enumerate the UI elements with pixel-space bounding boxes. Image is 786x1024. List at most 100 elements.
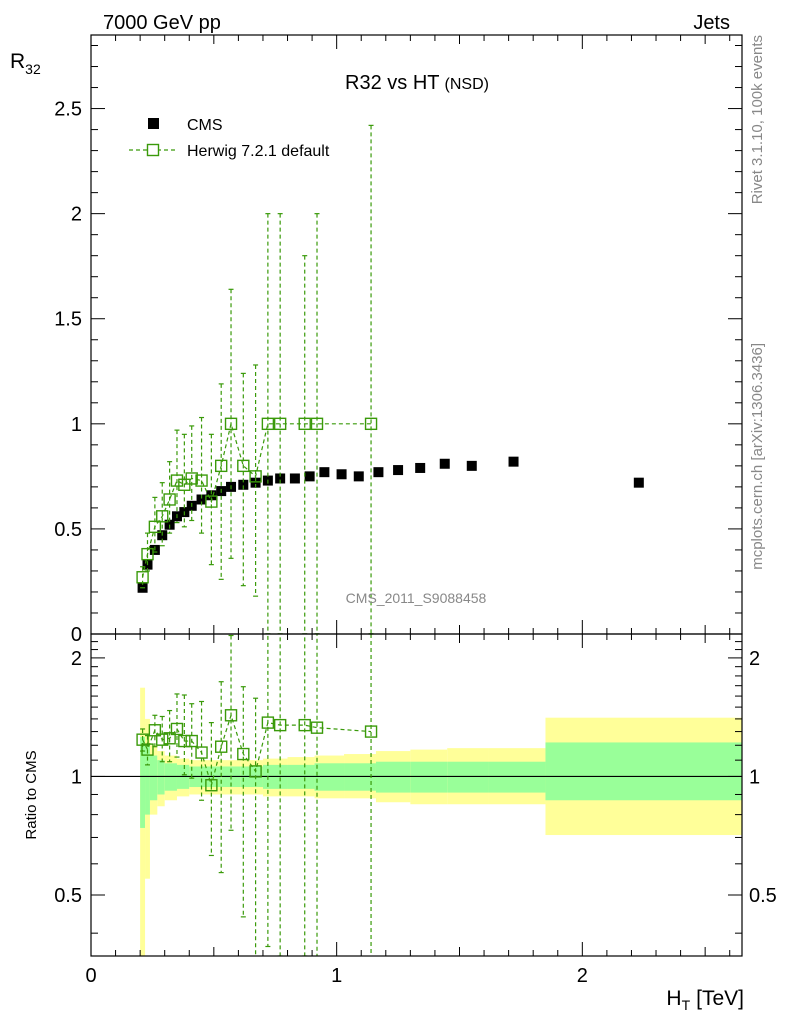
main-y-tick-label: 2.5 (54, 99, 82, 121)
legend-cms-label: CMS (187, 117, 223, 134)
cms-data-point (275, 473, 286, 484)
cms-data-point (238, 479, 249, 490)
x-axis-label-unit: [TeV] (696, 987, 744, 1010)
main-herwig-point (195, 474, 208, 487)
cms-data-point (508, 456, 519, 467)
main-herwig-point (261, 417, 275, 431)
main-herwig-point (178, 478, 191, 491)
cms-data-point (304, 471, 315, 482)
x-axis-label: HT [TeV] (666, 987, 744, 1013)
ratio-y-tick-label-right: 2 (749, 648, 760, 670)
cms-data-point (415, 462, 426, 473)
main-title-text: R32 vs HT (345, 72, 439, 94)
main-herwig-point (214, 459, 228, 473)
ratio-herwig-point (163, 732, 176, 745)
ratio-herwig-point (298, 718, 311, 732)
ratio-inner-band-bin (375, 761, 411, 793)
ratio-herwig-point (237, 747, 250, 761)
ratio-y-tick-label-right: 1 (749, 766, 760, 788)
ratio-inner-band-bin (157, 760, 165, 795)
ratio-y-axis-label: Ratio to CMS (23, 750, 40, 839)
ratio-herwig-point (185, 734, 198, 748)
legend-herwig-marker (146, 143, 160, 157)
ratio-herwig-series (136, 634, 378, 956)
main-herwig-point (224, 417, 238, 431)
cms-data-point (633, 477, 644, 488)
main-herwig-line (142, 421, 372, 578)
ratio-herwig-point (364, 725, 378, 738)
legend-cms-marker (148, 118, 159, 129)
main-title: R32 vs HT (NSD) (345, 72, 489, 94)
ratio-inner-band-bin (447, 761, 489, 793)
cms-data-point (206, 490, 217, 501)
main-herwig-point (237, 459, 250, 473)
main-y-tick-label: 0.5 (54, 519, 82, 541)
main-herwig-point (364, 417, 378, 431)
side-text-rivet: Rivet 3.1.10, 100k events (749, 35, 766, 204)
cms-data-point (393, 465, 404, 476)
main-series-group (136, 124, 644, 634)
main-title-suffix: (NSD) (445, 76, 489, 93)
ratio-y-tick-label-left: 2 (71, 648, 82, 670)
ratio-herwig-point (273, 718, 287, 732)
cms-data-point (319, 467, 330, 478)
x-tick-label: 0 (85, 965, 96, 987)
ratio-inner-band-bin (545, 742, 742, 801)
ratio-herwig-point (205, 779, 218, 792)
main-herwig-point (156, 510, 169, 523)
main-herwig-point (163, 493, 176, 506)
cms-data-point (336, 469, 347, 480)
ratio-herwig-point (141, 743, 154, 756)
cms-data-point (196, 494, 207, 505)
legend: CMS Herwig 7.2.1 default (129, 117, 330, 160)
analysis-watermark: CMS_2011_S9088458 (346, 590, 487, 606)
ratio-herwig-point (310, 721, 324, 734)
main-y-tick-label: 0 (71, 624, 82, 646)
main-y-tick-label: 1.5 (54, 309, 82, 331)
ratio-uncertainty-bands (140, 687, 742, 956)
main-herwig-point (148, 520, 162, 534)
main-herwig-point (310, 417, 324, 431)
ratio-y-tick-label-right: 0.5 (749, 885, 777, 907)
ratio-y-tick-label-left: 0.5 (54, 885, 82, 907)
main-y-axis-label-sub: 32 (25, 61, 41, 77)
cms-data-point (373, 467, 384, 478)
cms-data-point (289, 473, 300, 484)
ratio-herwig-point (178, 734, 191, 748)
ratio-herwig-point (249, 765, 262, 778)
header-right-label: Jets (693, 12, 730, 34)
ratio-herwig-point (148, 724, 162, 737)
main-herwig-point (205, 495, 218, 508)
x-tick-label: 2 (577, 965, 588, 987)
cms-data-point (250, 477, 261, 488)
x-axis-label-text: H (666, 987, 681, 1010)
ratio-herwig-point (156, 733, 169, 746)
main-herwig-point (141, 547, 154, 561)
axes-group: 0 1 200.511.522.50.5 0.51 12 2 (54, 35, 777, 987)
legend-herwig-label: Herwig 7.2.1 default (187, 143, 330, 160)
main-herwig-point (170, 474, 184, 487)
ratio-inner-band-bin (149, 755, 158, 801)
ratio-inner-band-bin (488, 761, 546, 793)
ratio-frame (90, 633, 743, 957)
cms-data-point (353, 471, 364, 482)
main-herwig-point (136, 571, 149, 584)
x-tick-label: 1 (331, 965, 342, 987)
ratio-inner-band-bin (410, 761, 448, 793)
cms-data-point (439, 458, 450, 469)
main-y-tick-label: 2 (71, 204, 82, 226)
ratio-inner-band-bin (140, 736, 146, 828)
ratio-herwig-point (261, 716, 275, 729)
ratio-inner-band-bin (145, 745, 150, 815)
main-herwig-point (249, 470, 262, 483)
ratio-herwig-point (195, 746, 208, 759)
ratio-herwig-point (170, 722, 184, 736)
x-axis-label-sub: T (682, 997, 691, 1013)
cms-data-point (466, 460, 477, 471)
header-left-label: 7000 GeV pp (103, 12, 221, 34)
ratio-herwig-point (214, 740, 228, 753)
main-herwig-point (273, 417, 287, 431)
side-text-mcplots: mcplots.cern.ch [arXiv:1306.3436] (749, 343, 766, 570)
main-y-axis-label: R32 (10, 50, 41, 77)
